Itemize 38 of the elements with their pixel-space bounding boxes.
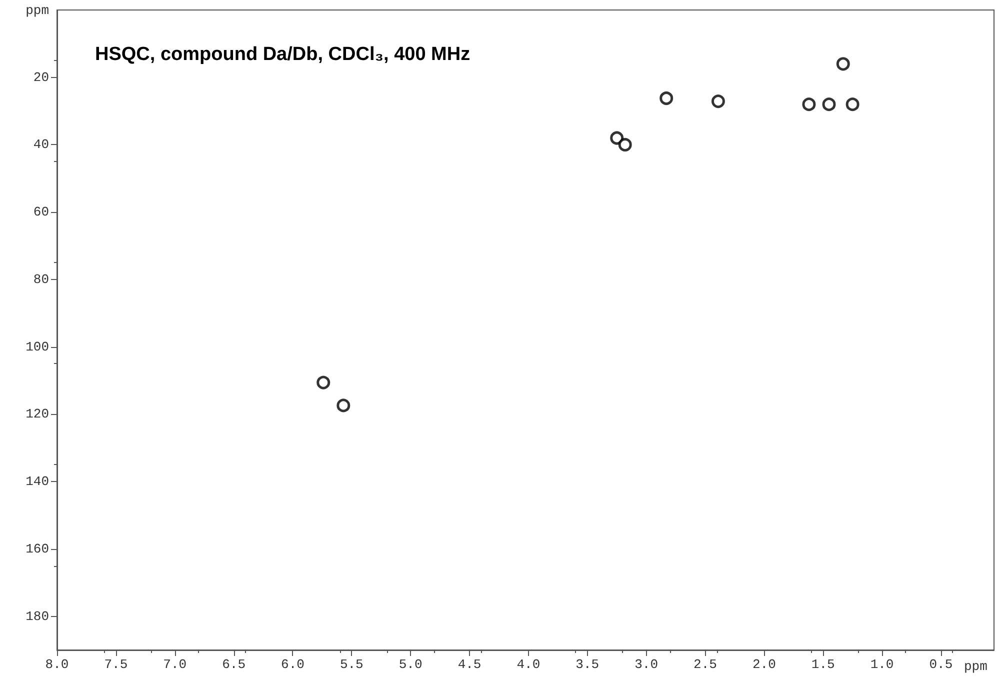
x-tick-label: 6.5 — [222, 657, 246, 672]
y-tick-label: 180 — [26, 608, 49, 624]
x-tick-label: 2.5 — [694, 657, 717, 672]
x-tick-label: 1.0 — [870, 657, 894, 672]
x-tick-label: 0.5 — [929, 657, 953, 672]
point — [316, 376, 330, 390]
y-tick-label: 60 — [33, 204, 49, 220]
y-tick-label: 140 — [26, 474, 49, 490]
x-tick-label: 2.0 — [752, 657, 776, 672]
x-tick-label: 3.5 — [576, 657, 600, 672]
y-tick-label: 40 — [33, 137, 49, 152]
x-tick-label: 8.0 — [45, 657, 69, 672]
x-axis-title: ppm — [964, 659, 988, 674]
y-tick-label: 80 — [33, 272, 49, 287]
point — [618, 138, 632, 152]
y-tick-label: 120 — [26, 406, 49, 422]
x-tick-label: 7.0 — [163, 657, 187, 672]
x-tick-label: 6.0 — [281, 657, 304, 672]
y-axis-title: ppm — [26, 3, 50, 18]
x-tick-label: 1.5 — [811, 657, 835, 672]
point — [610, 131, 624, 145]
x-tick-label: 4.0 — [516, 657, 540, 672]
x-tick-label: 7.5 — [104, 657, 128, 672]
point — [660, 92, 674, 105]
x-tick-label: 4.5 — [458, 657, 482, 672]
point — [711, 94, 725, 108]
point — [822, 98, 836, 112]
y-tick-label: 20 — [33, 70, 49, 85]
x-tick-label: 5.5 — [340, 657, 364, 672]
point — [846, 98, 860, 112]
point — [836, 57, 850, 71]
x-tick-label: 5.0 — [398, 657, 422, 672]
y-tick-label: 160 — [26, 541, 49, 556]
text: HSQC, compound Da/Db, CDCl₃, 400 MHz — [95, 44, 470, 65]
x-tick-label: 3.0 — [634, 657, 658, 672]
y-tick-label: 100 — [26, 339, 49, 354]
point — [336, 398, 350, 412]
point — [802, 98, 816, 112]
